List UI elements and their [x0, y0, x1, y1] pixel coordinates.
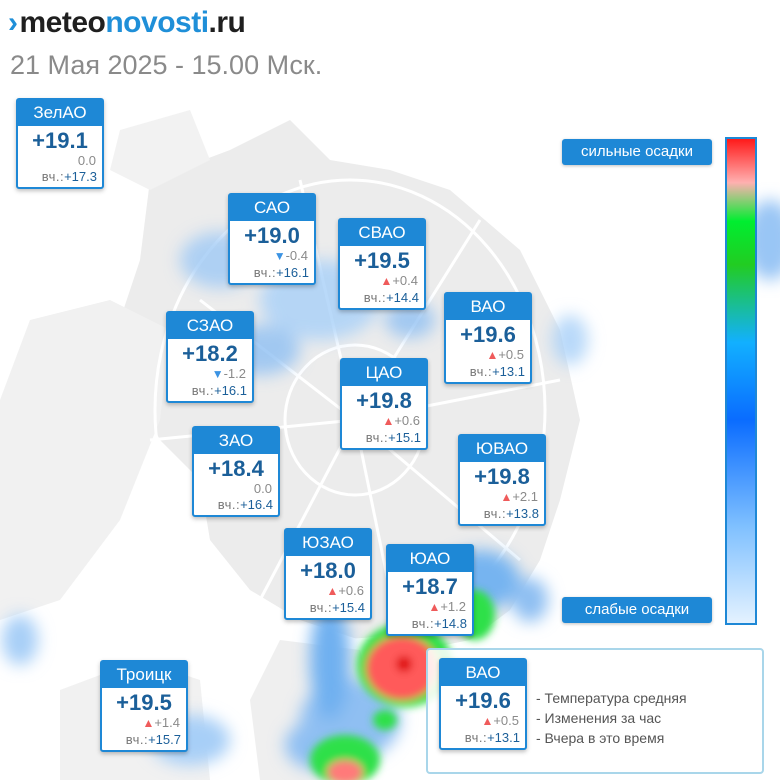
district-temperature: +19.6 — [460, 322, 516, 347]
district-temperature: +18.0 — [300, 558, 356, 583]
district-temperature: +19.0 — [244, 223, 300, 248]
trend-icon: ▲ — [428, 600, 441, 614]
district-temperature: +18.4 — [208, 456, 264, 481]
district-name: ВАО — [446, 294, 530, 320]
district-card-svao[interactable]: СВАО +19.5 ▲+0.4 вч.:+14.4 — [338, 218, 426, 310]
precipitation-intensity-scale — [725, 137, 757, 625]
district-hourly-change: 0.0 — [77, 153, 96, 168]
site-logo[interactable]: › meteo novosti .ru — [8, 6, 246, 40]
trend-icon: ▲ — [486, 348, 499, 362]
trend-icon: ▲ — [500, 490, 513, 504]
district-card-zelao[interactable]: ЗелАО +19.1 0.0 вч.:+17.3 — [16, 98, 104, 189]
district-name: ЮАО — [388, 546, 472, 572]
district-card-szao[interactable]: СЗАО +18.2 ▼-1.2 вч.:+16.1 — [166, 311, 254, 403]
district-hourly-change: 0.0 — [253, 481, 272, 496]
trend-icon: ▲ — [142, 716, 155, 730]
trend-icon: ▲ — [326, 584, 339, 598]
card-legend: ВАО +19.6 ▲+0.5 вч.:+13.1 - Температура … — [426, 648, 764, 774]
district-yesterday: вч.:+15.4 — [309, 600, 365, 615]
trend-icon: ▲ — [382, 414, 395, 428]
district-hourly-change: ▲+0.4 — [380, 273, 418, 288]
district-name: САО — [230, 195, 314, 221]
district-temperature: +19.5 — [354, 248, 410, 273]
legend-light-precipitation: слабые осадки — [562, 597, 712, 623]
district-hourly-change: ▲+0.5 — [481, 713, 519, 728]
district-yesterday: вч.:+16.1 — [253, 265, 309, 280]
district-temperature: +18.2 — [182, 341, 238, 366]
district-yesterday: вч.:+14.8 — [411, 616, 467, 631]
district-card-vao[interactable]: ВАО +19.6 ▲+0.5 вч.:+13.1 — [444, 292, 532, 384]
district-name: СЗАО — [168, 313, 252, 339]
legend-item-hourly-change: - Изменения за час — [536, 710, 662, 726]
district-hourly-change: ▲+0.6 — [382, 413, 420, 428]
forecast-datetime: 21 Мая 2025 - 15.00 Мск. — [10, 50, 323, 80]
trend-icon: ▲ — [481, 714, 494, 728]
district-temperature: +19.1 — [32, 128, 88, 153]
district-name: ЮЗАО — [286, 530, 370, 556]
district-temperature: +19.6 — [455, 688, 511, 713]
district-yesterday: вч.:+13.1 — [469, 364, 525, 379]
legend-example-card: ВАО +19.6 ▲+0.5 вч.:+13.1 — [439, 658, 527, 750]
district-hourly-change: ▲+2.1 — [500, 489, 538, 504]
district-name: Троицк — [102, 662, 186, 688]
trend-icon: ▼ — [273, 249, 286, 263]
district-yesterday: вч.:+16.4 — [217, 497, 273, 512]
district-hourly-change: ▼-0.4 — [273, 248, 308, 263]
logo-text-novosti: novosti — [105, 6, 209, 39]
logo-text-domain: .ru — [208, 6, 246, 39]
district-hourly-change: ▲+1.4 — [142, 715, 180, 730]
district-temperature: +19.5 — [116, 690, 172, 715]
legend-item-avg-temp: - Температура средняя — [536, 690, 687, 706]
trend-icon: ▼ — [211, 367, 224, 381]
district-temperature: +19.8 — [474, 464, 530, 489]
trend-icon: ▲ — [380, 274, 393, 288]
district-name: ЗАО — [194, 428, 278, 454]
district-name: ЦАО — [342, 360, 426, 386]
district-yesterday: вч.:+14.4 — [363, 290, 419, 305]
logo-text-meteo: meteo — [19, 6, 106, 39]
legend-heavy-precipitation: сильные осадки — [562, 139, 712, 165]
district-card-yuzao[interactable]: ЮЗАО +18.0 ▲+0.6 вч.:+15.4 — [284, 528, 372, 620]
district-hourly-change: ▲+1.2 — [428, 599, 466, 614]
district-name: ЗелАО — [18, 100, 102, 126]
district-hourly-change: ▲+0.5 — [486, 347, 524, 362]
district-yesterday: вч.:+13.8 — [483, 506, 539, 521]
district-card-yuvao[interactable]: ЮВАО +19.8 ▲+2.1 вч.:+13.8 — [458, 434, 546, 526]
district-temperature: +19.8 — [356, 388, 412, 413]
district-card-cao[interactable]: ЦАО +19.8 ▲+0.6 вч.:+15.1 — [340, 358, 428, 450]
district-yesterday: вч.:+16.1 — [191, 383, 247, 398]
logo-arrow-icon: › — [8, 6, 18, 39]
district-card-troitsk[interactable]: Троицк +19.5 ▲+1.4 вч.:+15.7 — [100, 660, 188, 752]
district-name: СВАО — [340, 220, 424, 246]
district-hourly-change: ▼-1.2 — [211, 366, 246, 381]
district-card-sao[interactable]: САО +19.0 ▼-0.4 вч.:+16.1 — [228, 193, 316, 285]
district-yesterday: вч.:+17.3 — [41, 169, 97, 184]
legend-items: - Температура средняя - Изменения за час… — [536, 688, 687, 748]
district-yesterday: вч.:+13.1 — [464, 730, 520, 745]
district-yesterday: вч.:+15.7 — [125, 732, 181, 747]
district-card-yuao[interactable]: ЮАО +18.7 ▲+1.2 вч.:+14.8 — [386, 544, 474, 636]
legend-item-yesterday: - Вчера в это время — [536, 730, 665, 746]
district-hourly-change: ▲+0.6 — [326, 583, 364, 598]
district-yesterday: вч.:+15.1 — [365, 430, 421, 445]
district-name: ЮВАО — [460, 436, 544, 462]
district-temperature: +18.7 — [402, 574, 458, 599]
district-card-zao[interactable]: ЗАО +18.4 0.0 вч.:+16.4 — [192, 426, 280, 517]
district-name: ВАО — [441, 660, 525, 686]
